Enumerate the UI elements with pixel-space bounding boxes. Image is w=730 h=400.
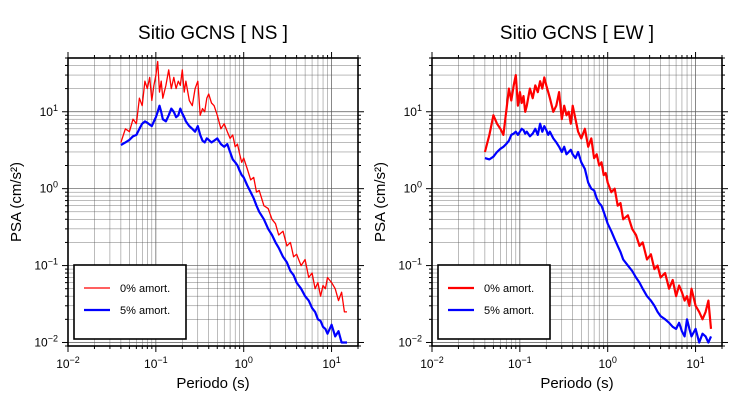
series-line-1 [120, 104, 347, 344]
y-tick-base: 10 [40, 182, 54, 196]
y-axis-label: PSA (cm/s²) [8, 162, 25, 242]
x-tick-base: 10 [235, 357, 249, 371]
legend: 0% amort. 5% amort. [73, 264, 187, 340]
y-tick-label: 10−1 [398, 257, 422, 273]
x-tick-exp: −2 [434, 355, 444, 365]
y-axis-label: PSA (cm/s²) [372, 162, 389, 242]
x-tick-exp: −2 [70, 355, 80, 365]
y-tick-exp: −1 [412, 257, 422, 267]
legend-label: 5% amort. [120, 305, 170, 317]
x-tick-label: 100 [235, 355, 253, 371]
x-axis-label: Periodo (s) [540, 375, 613, 392]
y-tick-base: 10 [404, 182, 418, 196]
x-tick-label: 101 [322, 355, 340, 371]
y-tick-base: 10 [40, 105, 54, 119]
legend-box [73, 264, 187, 340]
y-tick-label: 100 [40, 180, 58, 196]
legend-label: 0% amort. [120, 283, 170, 295]
x-tick-exp: −1 [521, 355, 531, 365]
y-tick-base: 10 [34, 335, 48, 349]
x-tick-label: 10−2 [420, 355, 444, 371]
chart-title: Sitio GCNS [ EW ] [500, 23, 654, 44]
x-tick-exp: 1 [336, 355, 341, 365]
x-tick-base: 10 [322, 357, 336, 371]
y-tick-exp: −1 [48, 257, 58, 267]
y-tick-label: 101 [404, 103, 422, 119]
y-tick-label: 10−1 [34, 257, 58, 273]
x-tick-label: 101 [686, 355, 704, 371]
axes-frame [426, 52, 728, 352]
x-tick-label: 100 [599, 355, 617, 371]
x-tick-exp: −1 [157, 355, 167, 365]
series-line-0 [483, 73, 713, 330]
y-tick-label: 10−2 [398, 333, 422, 349]
frame [67, 57, 359, 347]
y-tick-base: 10 [34, 259, 48, 273]
y-tick-label: 100 [404, 180, 422, 196]
frame [431, 57, 723, 347]
x-tick-base: 10 [56, 357, 70, 371]
y-tick-label: 101 [40, 103, 58, 119]
x-tick-label: 10−2 [56, 355, 80, 371]
y-tick-exp: −2 [412, 333, 422, 343]
x-tick-label: 10−1 [508, 355, 532, 371]
legend-box [437, 264, 551, 340]
x-tick-exp: 0 [612, 355, 617, 365]
x-axis-label: Periodo (s) [176, 375, 249, 392]
x-tick-base: 10 [599, 357, 613, 371]
y-tick-label: 10−2 [34, 333, 58, 349]
series-line-1 [484, 122, 713, 344]
legend-label: 0% amort. [484, 283, 534, 295]
chart-title: Sitio GCNS [ NS ] [138, 23, 288, 44]
y-tick-base: 10 [398, 259, 412, 273]
x-tick-label: 10−1 [144, 355, 168, 371]
legend: 0% amort. 5% amort. [437, 264, 551, 340]
x-tick-exp: 1 [700, 355, 705, 365]
x-tick-base: 10 [420, 357, 434, 371]
x-tick-base: 10 [686, 357, 700, 371]
series-line-0 [120, 60, 347, 313]
y-tick-exp: 0 [53, 180, 58, 190]
y-tick-exp: −2 [48, 333, 58, 343]
y-tick-base: 10 [404, 105, 418, 119]
y-tick-base: 10 [398, 335, 412, 349]
y-tick-exp: 1 [417, 103, 422, 113]
y-tick-exp: 1 [53, 103, 58, 113]
axes-frame [62, 52, 364, 352]
x-tick-base: 10 [508, 357, 522, 371]
x-tick-exp: 0 [248, 355, 253, 365]
y-tick-exp: 0 [417, 180, 422, 190]
x-tick-base: 10 [144, 357, 158, 371]
legend-label: 5% amort. [484, 305, 534, 317]
